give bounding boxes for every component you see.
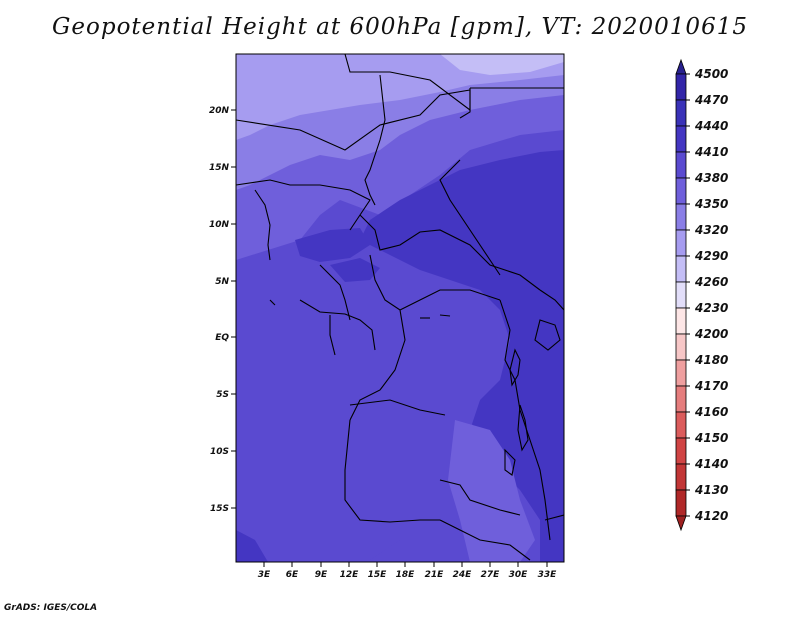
lon-label-33e: 33E [538, 570, 558, 580]
lat-tick-eq: EQ [215, 333, 236, 343]
colorbar-segment [675, 463, 687, 491]
colorbar-label: 4180 [694, 353, 728, 367]
lat-tick-15s: 15S [210, 504, 236, 514]
lat-label-5n: 5N [215, 277, 229, 287]
lat-tick-15n: 15N [209, 163, 236, 173]
colorbar-label: 4320 [694, 223, 728, 237]
colorbar-segment [675, 73, 687, 101]
lon-tick-12e: 12E [340, 562, 360, 580]
lon-label-18e: 18E [396, 570, 416, 580]
colorbar-segment [675, 437, 687, 465]
lakes [269, 299, 561, 476]
colorbar-segment [675, 489, 687, 517]
colorbar-segment [675, 177, 687, 205]
colorbar-segment [675, 99, 687, 127]
lat-tick-20n: 20N [209, 106, 236, 116]
grads-credit: GrADS: IGES/COLA [4, 603, 98, 613]
lat-label-5s: 5S [216, 390, 229, 400]
lat-label-10n: 10N [209, 220, 230, 230]
lon-tick-9e: 9E [315, 562, 328, 580]
lon-tick-24e: 24E [453, 562, 473, 580]
colorbar-segment [675, 307, 687, 335]
colorbar-label: 4140 [694, 457, 728, 471]
colorbar-label: 4160 [694, 405, 728, 419]
colorbar-label: 4200 [694, 327, 728, 341]
lon-tick-3e: 3E [258, 562, 271, 580]
colorbar: 4500 4470 4440 4410 4380 4350 4320 4290 4260 4230… [675, 58, 728, 532]
colorbar-segment [675, 411, 687, 439]
lon-label-3e: 3E [258, 570, 271, 580]
map-frame [235, 53, 565, 563]
lon-tick-30e: 30E [509, 562, 529, 580]
contour-4410-sw [236, 530, 268, 562]
lon-label-15e: 15E [368, 570, 388, 580]
lon-label-27e: 27E [481, 570, 501, 580]
colorbar-segment [675, 229, 687, 257]
colorbar-segment [675, 281, 687, 309]
lon-label-9e: 9E [315, 570, 328, 580]
colorbar-segment [675, 125, 687, 153]
contour-4410-patch [330, 258, 380, 282]
map-title: Geopotential Height at 600hPa [gpm], VT:… [52, 14, 748, 40]
contour-4380-congo [236, 280, 505, 562]
country-borders [236, 54, 564, 561]
lon-tick-27e: 27E [481, 562, 501, 580]
lon-axis: 3E 6E 9E 12E 15E 18E 21E 24E 27E 30E 33E [258, 562, 557, 580]
colorbar-label: 4170 [694, 379, 728, 393]
colorbar-label: 4150 [694, 431, 728, 445]
colorbar-label: 4260 [694, 275, 728, 289]
lon-tick-18e: 18E [396, 562, 416, 580]
lat-axis: 20N 15N 10N 5N EQ 5S 10S 15S [209, 106, 236, 514]
lat-tick-10s: 10S [210, 447, 236, 457]
colorbar-label: 4290 [694, 249, 728, 263]
map-area: 20N 15N 10N 5N EQ 5S 10S 15S 3E 6E 9E 12… [209, 53, 565, 580]
lat-label-10s: 10S [210, 447, 229, 457]
colorbar-segment [675, 359, 687, 387]
colorbar-label: 4380 [694, 171, 728, 185]
lat-label-15n: 15N [209, 163, 230, 173]
contour-4410-west [295, 228, 370, 262]
colorbar-label: 4130 [694, 483, 728, 497]
colorbar-segment [675, 151, 687, 179]
lon-tick-15e: 15E [368, 562, 388, 580]
lon-label-21e: 21E [425, 570, 445, 580]
contour-4260-band [440, 54, 564, 75]
lon-label-30e: 30E [509, 570, 529, 580]
colorbar-label: 4120 [694, 509, 728, 523]
contour-4410-east [360, 150, 564, 562]
lat-tick-10n: 10N [209, 220, 236, 230]
lat-label-eq: EQ [215, 333, 229, 343]
lat-label-20n: 20N [209, 106, 230, 116]
contour-4350-se [448, 420, 535, 562]
lat-label-15s: 15S [210, 504, 229, 514]
colorbar-segment [675, 333, 687, 361]
lat-tick-5n: 5N [215, 277, 236, 287]
lon-tick-21e: 21E [425, 562, 445, 580]
colorbar-label: 4410 [694, 145, 728, 159]
contour-4290-band [236, 54, 564, 140]
colorbar-segment [675, 203, 687, 231]
lat-tick-5s: 5S [216, 390, 236, 400]
colorbar-segment [675, 255, 687, 283]
lon-label-6e: 6E [286, 570, 299, 580]
colorbar-label: 4440 [694, 119, 728, 133]
colorbar-label: 4350 [694, 197, 728, 211]
colorbar-min-arrow [675, 515, 687, 532]
lon-tick-6e: 6E [286, 562, 299, 580]
lon-label-24e: 24E [453, 570, 473, 580]
colorbar-max-arrow [675, 58, 687, 75]
colorbar-label: 4500 [694, 67, 728, 81]
colorbar-label: 4230 [694, 301, 728, 315]
colorbar-segment [675, 385, 687, 413]
lon-tick-33e: 33E [538, 562, 558, 580]
lon-label-12e: 12E [340, 570, 360, 580]
colorbar-label: 4470 [694, 93, 728, 107]
